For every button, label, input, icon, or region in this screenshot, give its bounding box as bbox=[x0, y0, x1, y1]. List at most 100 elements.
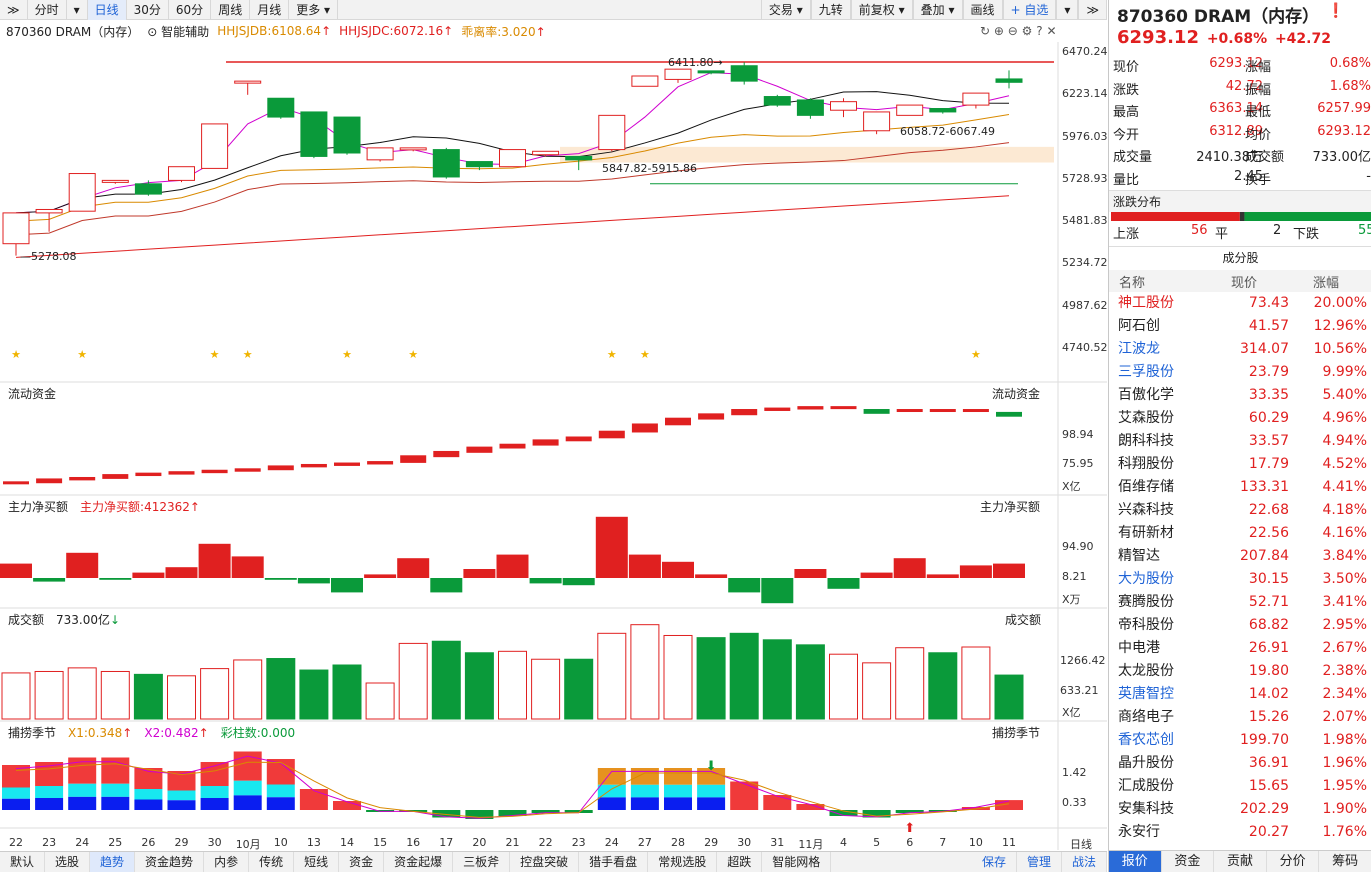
component-row[interactable]: 永安行 20.27 1.76% bbox=[1109, 821, 1371, 844]
manage-button[interactable]: 管理 bbox=[1017, 852, 1062, 872]
strategy-tab-9[interactable]: 三板斧 bbox=[453, 852, 511, 872]
component-name[interactable]: 大为股份 bbox=[1118, 571, 1174, 587]
help-icon[interactable]: ? bbox=[1036, 24, 1043, 38]
strategy-tab-3[interactable]: 资金趋势 bbox=[135, 852, 205, 872]
component-row[interactable]: 朗科科技 33.57 4.94% bbox=[1109, 430, 1371, 453]
period-60min[interactable]: 60分 bbox=[169, 0, 212, 20]
component-row[interactable]: 江波龙 314.07 10.56% bbox=[1109, 338, 1371, 361]
dropdown-arrow-icon[interactable]: ▾ bbox=[67, 0, 88, 20]
component-name[interactable]: 兴森科技 bbox=[1118, 502, 1174, 518]
component-row[interactable]: 安集科技 202.29 1.90% bbox=[1109, 798, 1371, 821]
strategy-tab-12[interactable]: 常规选股 bbox=[648, 852, 718, 872]
strategy-tab-4[interactable]: 内参 bbox=[204, 852, 250, 872]
zoom-out-icon[interactable]: ⊖ bbox=[1007, 24, 1018, 38]
component-row[interactable]: 三孚股份 23.79 9.99% bbox=[1109, 361, 1371, 384]
add-watchlist-button[interactable]: + 自选 bbox=[1002, 0, 1057, 20]
component-row[interactable]: 神工股份 73.43 20.00% bbox=[1109, 292, 1371, 315]
zoom-in-icon[interactable]: ⊕ bbox=[993, 24, 1004, 38]
save-button[interactable]: 保存 bbox=[972, 852, 1017, 872]
component-row[interactable]: 大为股份 30.15 3.50% bbox=[1109, 568, 1371, 591]
refresh-icon[interactable]: ↻ bbox=[980, 24, 991, 38]
trade-button[interactable]: 交易 ▾ bbox=[760, 0, 811, 20]
component-name[interactable]: 三孚股份 bbox=[1118, 364, 1174, 380]
component-row[interactable]: 汇成股份 15.65 1.95% bbox=[1109, 775, 1371, 798]
component-name[interactable]: 朗科科技 bbox=[1118, 433, 1174, 449]
close-icon[interactable]: ✕ bbox=[1046, 24, 1057, 38]
quote-tab-0[interactable]: 报价 bbox=[1109, 851, 1162, 872]
collapse-icon[interactable]: ≫ bbox=[0, 0, 28, 20]
quote-tab-2[interactable]: 贡献 bbox=[1214, 851, 1267, 872]
component-name[interactable]: 帝科股份 bbox=[1118, 617, 1174, 633]
expand-icon[interactable]: ≫ bbox=[1078, 0, 1107, 20]
component-row[interactable]: 英唐智控 14.02 2.34% bbox=[1109, 683, 1371, 706]
component-name[interactable]: 百傲化学 bbox=[1118, 387, 1174, 403]
component-name[interactable]: 商络电子 bbox=[1118, 709, 1174, 725]
quote-tab-3[interactable]: 分价 bbox=[1267, 851, 1320, 872]
component-row[interactable]: 帝科股份 68.82 2.95% bbox=[1109, 614, 1371, 637]
smart-assist-toggle[interactable]: ⊙ 智能辅助 bbox=[147, 23, 209, 40]
component-row[interactable]: 太龙股份 19.80 2.38% bbox=[1109, 660, 1371, 683]
adjust-button[interactable]: 前复权 ▾ bbox=[850, 0, 913, 20]
period-30min[interactable]: 30分 bbox=[127, 0, 169, 20]
component-name[interactable]: 永安行 bbox=[1118, 824, 1160, 840]
strategy-tab-14[interactable]: 智能网格 bbox=[762, 852, 832, 872]
component-name[interactable]: 阿石创 bbox=[1118, 318, 1160, 334]
strategy-tab-7[interactable]: 资金 bbox=[339, 852, 385, 872]
component-name[interactable]: 汇成股份 bbox=[1118, 778, 1174, 794]
period-daily[interactable]: 日线 bbox=[87, 0, 127, 20]
component-name[interactable]: 安集科技 bbox=[1118, 801, 1174, 817]
strategy-tab-13[interactable]: 超跌 bbox=[717, 852, 763, 872]
component-row[interactable]: 赛腾股份 52.71 3.41% bbox=[1109, 591, 1371, 614]
period-monthly[interactable]: 月线 bbox=[250, 0, 290, 20]
component-name[interactable]: 太龙股份 bbox=[1118, 663, 1174, 679]
component-row[interactable]: 百傲化学 33.35 5.40% bbox=[1109, 384, 1371, 407]
period-more[interactable]: 更多 ▾ bbox=[289, 0, 339, 20]
info-icon[interactable]: ❗ bbox=[1327, 3, 1345, 19]
component-name[interactable]: 英唐智控 bbox=[1118, 686, 1174, 702]
component-name[interactable]: 艾森股份 bbox=[1118, 410, 1174, 426]
strategy-tab-11[interactable]: 猎手看盘 bbox=[579, 852, 649, 872]
component-row[interactable]: 香农芯创 199.70 1.98% bbox=[1109, 729, 1371, 752]
overlay-button[interactable]: 叠加 ▾ bbox=[912, 0, 963, 20]
component-row[interactable]: 精智达 207.84 3.84% bbox=[1109, 545, 1371, 568]
strategy-tab-2[interactable]: 趋势 bbox=[90, 852, 136, 872]
period-fenshi[interactable]: 分时 bbox=[28, 0, 67, 20]
strategy-tab-10[interactable]: 控盘突破 bbox=[510, 852, 580, 872]
strategy-tab-5[interactable]: 传统 bbox=[249, 852, 295, 872]
component-name[interactable]: 有研新材 bbox=[1118, 525, 1174, 541]
component-row[interactable]: 艾森股份 60.29 4.96% bbox=[1109, 407, 1371, 430]
watchlist-dropdown-icon[interactable]: ▾ bbox=[1056, 0, 1079, 20]
component-name[interactable]: 江波龙 bbox=[1118, 341, 1160, 357]
component-price: 15.26 bbox=[1248, 709, 1289, 725]
component-row[interactable]: 佰维存储 133.31 4.41% bbox=[1109, 476, 1371, 499]
strategy-tab-6[interactable]: 短线 bbox=[294, 852, 340, 872]
draw-button[interactable]: 画线 bbox=[962, 0, 1003, 20]
quote-tab-1[interactable]: 资金 bbox=[1162, 851, 1215, 872]
candle-body bbox=[730, 65, 758, 82]
strategy-tab-8[interactable]: 资金起爆 bbox=[384, 852, 454, 872]
settings-icon[interactable]: ⚙ bbox=[1021, 24, 1033, 38]
component-name[interactable]: 精智达 bbox=[1118, 548, 1160, 564]
component-name[interactable]: 中电港 bbox=[1118, 640, 1160, 656]
component-row[interactable]: 科翔股份 17.79 4.52% bbox=[1109, 453, 1371, 476]
component-row[interactable]: 晶升股份 36.91 1.96% bbox=[1109, 752, 1371, 775]
component-row[interactable]: 商络电子 15.26 2.07% bbox=[1109, 706, 1371, 729]
component-row[interactable]: 阿石创 41.57 12.96% bbox=[1109, 315, 1371, 338]
component-name[interactable]: 佰维存储 bbox=[1118, 479, 1174, 495]
kline-chart[interactable]: ★ ★ ★ ★ ★ ★ ★ ★ ★ ⬇⬆ bbox=[0, 0, 1107, 872]
component-name[interactable]: 神工股份 bbox=[1118, 295, 1174, 311]
jiuzhuan-button[interactable]: 九转 bbox=[810, 0, 851, 20]
period-weekly[interactable]: 周线 bbox=[211, 0, 251, 20]
component-row[interactable]: 中电港 26.91 2.67% bbox=[1109, 637, 1371, 660]
strategy-tab-1[interactable]: 选股 bbox=[45, 852, 91, 872]
component-name[interactable]: 赛腾股份 bbox=[1118, 594, 1174, 610]
strategy-button[interactable]: 战法 bbox=[1062, 852, 1107, 872]
component-name[interactable]: 香农芯创 bbox=[1118, 732, 1174, 748]
component-name[interactable]: 晶升股份 bbox=[1118, 755, 1174, 771]
component-row[interactable]: 兴森科技 22.68 4.18% bbox=[1109, 499, 1371, 522]
flow-axis-unit: X亿 bbox=[1062, 480, 1081, 493]
component-name[interactable]: 科翔股份 bbox=[1118, 456, 1174, 472]
component-row[interactable]: 有研新材 22.56 4.16% bbox=[1109, 522, 1371, 545]
strategy-tab-0[interactable]: 默认 bbox=[0, 852, 46, 872]
quote-tab-4[interactable]: 筹码 bbox=[1319, 851, 1371, 872]
